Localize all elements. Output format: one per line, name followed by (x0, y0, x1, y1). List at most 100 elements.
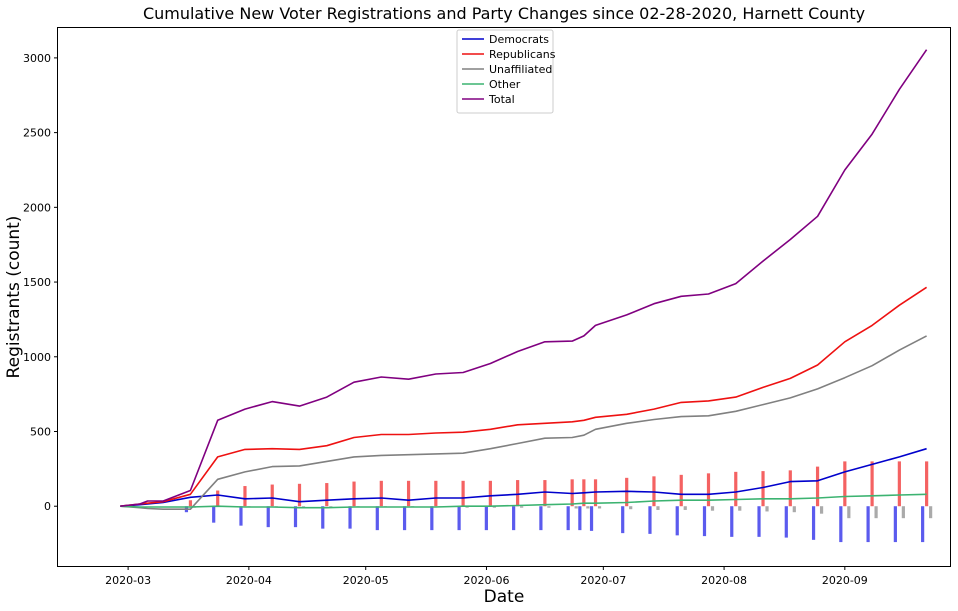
bar-republicans-change (843, 461, 847, 507)
bar-republicans-change (216, 490, 220, 507)
y-tick-label: 1500 (23, 276, 51, 289)
y-axis-title: Registrants (count) (4, 216, 24, 379)
bar-democrats-change (784, 506, 788, 538)
bar-republicans-change (815, 466, 820, 507)
legend-label-other: Other (489, 78, 521, 91)
bar-republicans-change (270, 484, 274, 507)
bar-republicans-change (870, 461, 874, 507)
bar-republicans-change (734, 471, 738, 507)
bar-republicans-change (488, 480, 492, 507)
bar-democrats-change (893, 506, 897, 543)
bar-unaffiliated-change (574, 506, 578, 509)
bar-unaffiliated-change (901, 506, 905, 519)
bar-democrats-change (293, 506, 298, 528)
bar-democrats-change (402, 506, 407, 531)
series-line-unaffiliated (120, 335, 927, 511)
legend-label-republicans: Republicans (489, 48, 556, 61)
bar-democrats-change (430, 506, 434, 531)
bar-unaffiliated-change (765, 506, 769, 512)
bar-unaffiliated-change (520, 506, 524, 508)
bar-republicans-change (897, 461, 901, 507)
x-tick-label: 2020-04 (226, 574, 272, 587)
bar-unaffiliated-change (847, 506, 851, 519)
legend-label-democrats: Democrats (489, 33, 549, 46)
bar-democrats-change (589, 506, 594, 531)
legend-box (456, 29, 554, 114)
bar-republicans-change (406, 480, 411, 507)
bar-democrats-change (484, 506, 488, 531)
bar-democrats-change (457, 506, 461, 531)
bar-unaffiliated-change (874, 506, 878, 519)
x-tick-label: 2020-08 (701, 574, 747, 587)
bar-unaffiliated-change (738, 506, 742, 511)
series-line-total (120, 49, 928, 507)
x-tick-label: 2020-03 (105, 574, 151, 587)
bar-democrats-change (621, 506, 625, 534)
bar-democrats-change (811, 506, 816, 540)
series-line-democrats (120, 447, 927, 507)
bar-unaffiliated-change (656, 506, 660, 510)
x-axis-title: Date (484, 587, 525, 607)
bar-democrats-change (757, 506, 761, 537)
bar-unaffiliated-change (301, 506, 306, 507)
bar-republicans-change (188, 500, 193, 507)
y-tick-label: 3000 (23, 52, 51, 65)
bar-unaffiliated-change (929, 506, 933, 519)
bar-republicans-change (434, 480, 438, 507)
bar-republicans-change (925, 461, 929, 507)
bar-unaffiliated-change (597, 506, 602, 509)
x-tick-label: 2020-06 (463, 574, 509, 587)
bar-republicans-change (761, 471, 765, 507)
series-line-republicans (120, 286, 928, 507)
bar-unaffiliated-change (547, 506, 551, 508)
bar-democrats-change (648, 506, 652, 534)
bar-republicans-change (543, 480, 547, 507)
bar-republicans-change (679, 474, 683, 507)
legend-label-total: Total (488, 93, 515, 106)
legend: Democrats Republicans Unaffiliated Other Tot… (456, 29, 556, 114)
bar-republicans-change (516, 480, 520, 507)
bar-republicans-change (788, 470, 792, 507)
bar-democrats-change (675, 506, 679, 536)
bar-unaffiliated-change (329, 506, 333, 507)
y-tick-label: 2000 (23, 201, 51, 214)
bar-republicans-change (325, 483, 329, 507)
bar-democrats-change (348, 506, 352, 529)
bar-unaffiliated-change (492, 506, 496, 508)
bar-democrats-change (866, 506, 870, 543)
y-tick-label: 0 (44, 500, 51, 513)
bar-democrats-change (239, 506, 243, 526)
bar-unaffiliated-change (629, 506, 633, 510)
bar-democrats-change (512, 506, 516, 531)
bar-democrats-change (375, 506, 379, 531)
series-lines (120, 49, 928, 511)
bar-unaffiliated-change (586, 506, 590, 509)
plot-frame (57, 27, 951, 567)
bar-democrats-change (321, 506, 325, 529)
bar-democrats-change (212, 506, 216, 523)
y-tick-label: 500 (30, 426, 51, 439)
bar-republicans-change (461, 480, 465, 507)
bar-republicans-change (243, 486, 247, 507)
bar-republicans-change (297, 483, 302, 507)
legend-label-unaffiliated: Unaffiliated (489, 63, 552, 76)
bar-republicans-change (379, 480, 383, 507)
bar-democrats-change (921, 506, 925, 543)
x-tick-label: 2020-05 (343, 574, 389, 587)
bar-democrats-change (839, 506, 843, 543)
x-tick-label: 2020-07 (580, 574, 626, 587)
series-line-other (120, 493, 927, 509)
bar-republicans-change (352, 481, 356, 507)
x-tick-label: 2020-09 (822, 574, 868, 587)
bar-unaffiliated-change (792, 506, 796, 513)
bar-democrats-change (702, 506, 707, 537)
bar-democrats-change (730, 506, 734, 537)
bar-unaffiliated-change (819, 506, 824, 514)
y-tick-label: 2500 (23, 127, 51, 140)
axes: 0 500 1000 1500 2000 2500 3000 2020-03 2020-04 20… (23, 52, 868, 587)
bar-republicans-change (706, 473, 711, 507)
bar-democrats-change (566, 506, 570, 531)
bar-democrats-change (578, 506, 582, 531)
bar-unaffiliated-change (710, 506, 715, 511)
